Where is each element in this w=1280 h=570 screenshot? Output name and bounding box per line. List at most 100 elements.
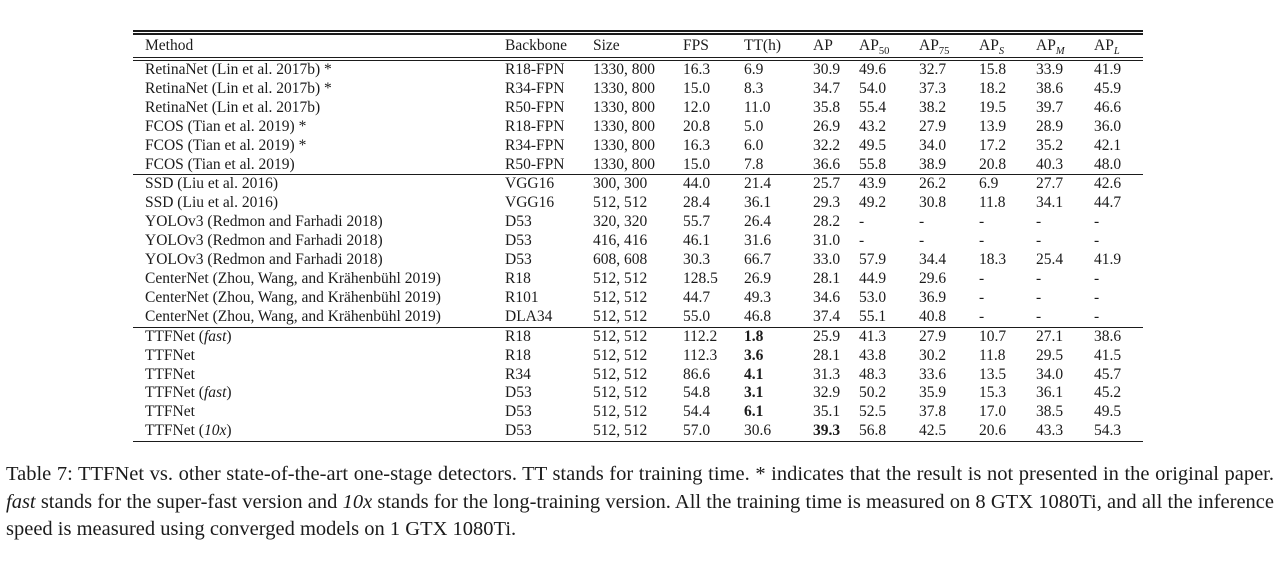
value-cell: 35.2	[1036, 136, 1064, 154]
value-cell: 35.8	[813, 98, 841, 116]
value-cell: 29.5	[1036, 346, 1064, 364]
value-cell: 54.4	[683, 403, 711, 421]
table-caption: Table 7: TTFNet vs. other state-of-the-a…	[6, 463, 1274, 540]
value-cell: 53.0	[859, 288, 887, 306]
value-cell: 512, 512	[593, 288, 648, 306]
value-cell: 8.3	[744, 79, 764, 97]
value-cell: -	[979, 213, 985, 231]
table-header: Method Backbone Size FPS TT(h) AP AP50 AP75 APS A…	[133, 33, 1143, 59]
value-cell: 28.1	[813, 269, 841, 287]
value-cell: 17.2	[979, 136, 1007, 154]
value-cell: -	[979, 232, 985, 250]
value-cell: D53	[505, 251, 532, 269]
table-row: YOLOv3 (Redmon and Farhadi 2018) D53 608, …	[133, 251, 1143, 270]
value-cell: -	[1094, 213, 1100, 231]
value-cell: VGG16	[505, 175, 555, 193]
value-cell: VGG16	[505, 194, 555, 212]
value-cell: 26.9	[744, 269, 772, 287]
value-cell: 52.5	[859, 403, 887, 421]
value-cell: -	[1036, 269, 1042, 287]
value-cell: 34.7	[813, 79, 841, 97]
value-cell: 21.4	[744, 175, 772, 193]
value-cell: 49.3	[744, 288, 772, 306]
method-cell: FCOS (Tian et al. 2019)	[145, 155, 295, 173]
table-group-2: SSD (Liu et al. 2016) VGG16 300, 300 44.0 21…	[133, 174, 1143, 327]
table-row: RetinaNet (Lin et al. 2017b) * R18-FPN 133…	[133, 59, 1143, 80]
value-cell: -	[979, 288, 985, 306]
value-cell: 38.6	[1094, 327, 1122, 345]
value-cell: 30.3	[683, 251, 711, 269]
value-cell: 28.2	[813, 213, 841, 231]
value-cell: 30.9	[813, 61, 841, 78]
method-cell: CenterNet (Zhou, Wang, and Krähenbühl 20…	[145, 307, 441, 325]
value-cell: 48.3	[859, 365, 887, 383]
value-cell: 55.1	[859, 307, 887, 325]
value-cell: 11.8	[979, 194, 1006, 212]
value-cell: 34.6	[813, 288, 841, 306]
value-cell: 56.8	[859, 422, 887, 440]
value-cell: 6.9	[744, 61, 764, 78]
value-cell: 1330, 800	[593, 79, 655, 97]
value-cell: 512, 512	[593, 403, 648, 421]
value-cell: D53	[505, 232, 532, 250]
value-cell: 112.2	[683, 327, 718, 345]
value-cell: R34-FPN	[505, 79, 565, 97]
value-cell: 16.3	[683, 61, 711, 78]
value-cell: 41.9	[1094, 251, 1122, 269]
value-cell: 33.9	[1036, 61, 1064, 78]
value-cell: D53	[505, 213, 532, 231]
value-cell: 38.5	[1036, 403, 1064, 421]
value-cell: 37.3	[919, 79, 947, 97]
table-row: FCOS (Tian et al. 2019) * R18-FPN 1330, 80…	[133, 118, 1143, 137]
value-cell: 320, 320	[593, 213, 648, 231]
value-cell: 112.3	[683, 346, 718, 364]
value-cell: 3.6	[744, 346, 764, 364]
table-row: SSD (Liu et al. 2016) VGG16 300, 300 44.0 21…	[133, 175, 1143, 194]
table-row: FCOS (Tian et al. 2019) R50-FPN 1330, 800 1…	[133, 156, 1143, 175]
value-cell: 10.7	[979, 327, 1007, 345]
method-cell: RetinaNet (Lin et al. 2017b)	[145, 98, 321, 116]
method-cell: RetinaNet (Lin et al. 2017b) *	[145, 79, 332, 97]
value-cell: -	[859, 213, 865, 231]
value-cell: 25.4	[1036, 251, 1064, 269]
value-cell: 416, 416	[593, 232, 648, 250]
value-cell: 34.1	[1036, 194, 1064, 212]
table-row: YOLOv3 (Redmon and Farhadi 2018) D53 416, …	[133, 232, 1143, 251]
value-cell: 31.3	[813, 365, 841, 383]
value-cell: DLA34	[505, 307, 553, 325]
column-header: Size	[593, 36, 620, 54]
value-cell: 12.0	[683, 98, 711, 116]
value-cell: 32.2	[813, 136, 841, 154]
value-cell: 38.9	[919, 155, 947, 173]
value-cell: 25.9	[813, 327, 841, 345]
table-row: FCOS (Tian et al. 2019) * R34-FPN 1330, 80…	[133, 137, 1143, 156]
value-cell: 30.6	[744, 422, 772, 440]
value-cell: 29.6	[919, 269, 947, 287]
value-cell: 49.5	[859, 136, 887, 154]
table-row: CenterNet (Zhou, Wang, and Krähenbühl 20…	[133, 308, 1143, 327]
value-cell: 45.7	[1094, 365, 1122, 383]
table-row: SSD (Liu et al. 2016) VGG16 512, 512 28.4 36…	[133, 194, 1143, 213]
value-cell: 1330, 800	[593, 155, 655, 173]
value-cell: 31.0	[813, 232, 841, 250]
value-cell: 55.7	[683, 213, 711, 231]
results-table: Method Backbone Size FPS TT(h) AP AP50 AP75 APS A…	[133, 30, 1143, 443]
column-header: APS	[979, 36, 1005, 57]
value-cell: 66.7	[744, 251, 772, 269]
value-cell: 20.6	[979, 422, 1007, 440]
value-cell: 45.9	[1094, 79, 1122, 97]
column-header: AP50	[859, 36, 890, 57]
value-cell: 13.5	[979, 365, 1007, 383]
value-cell: 28.9	[1036, 117, 1064, 135]
value-cell: 57.9	[859, 251, 887, 269]
value-cell: D53	[505, 403, 532, 421]
value-cell: 48.0	[1094, 155, 1122, 173]
value-cell: 50.2	[859, 384, 887, 402]
value-cell: 43.3	[1036, 422, 1064, 440]
value-cell: 11.8	[979, 346, 1006, 364]
method-cell: RetinaNet (Lin et al. 2017b) *	[145, 61, 332, 78]
value-cell: 43.9	[859, 175, 887, 193]
value-cell: -	[1094, 232, 1100, 250]
column-header: Method	[145, 36, 194, 54]
value-cell: 54.8	[683, 384, 711, 402]
